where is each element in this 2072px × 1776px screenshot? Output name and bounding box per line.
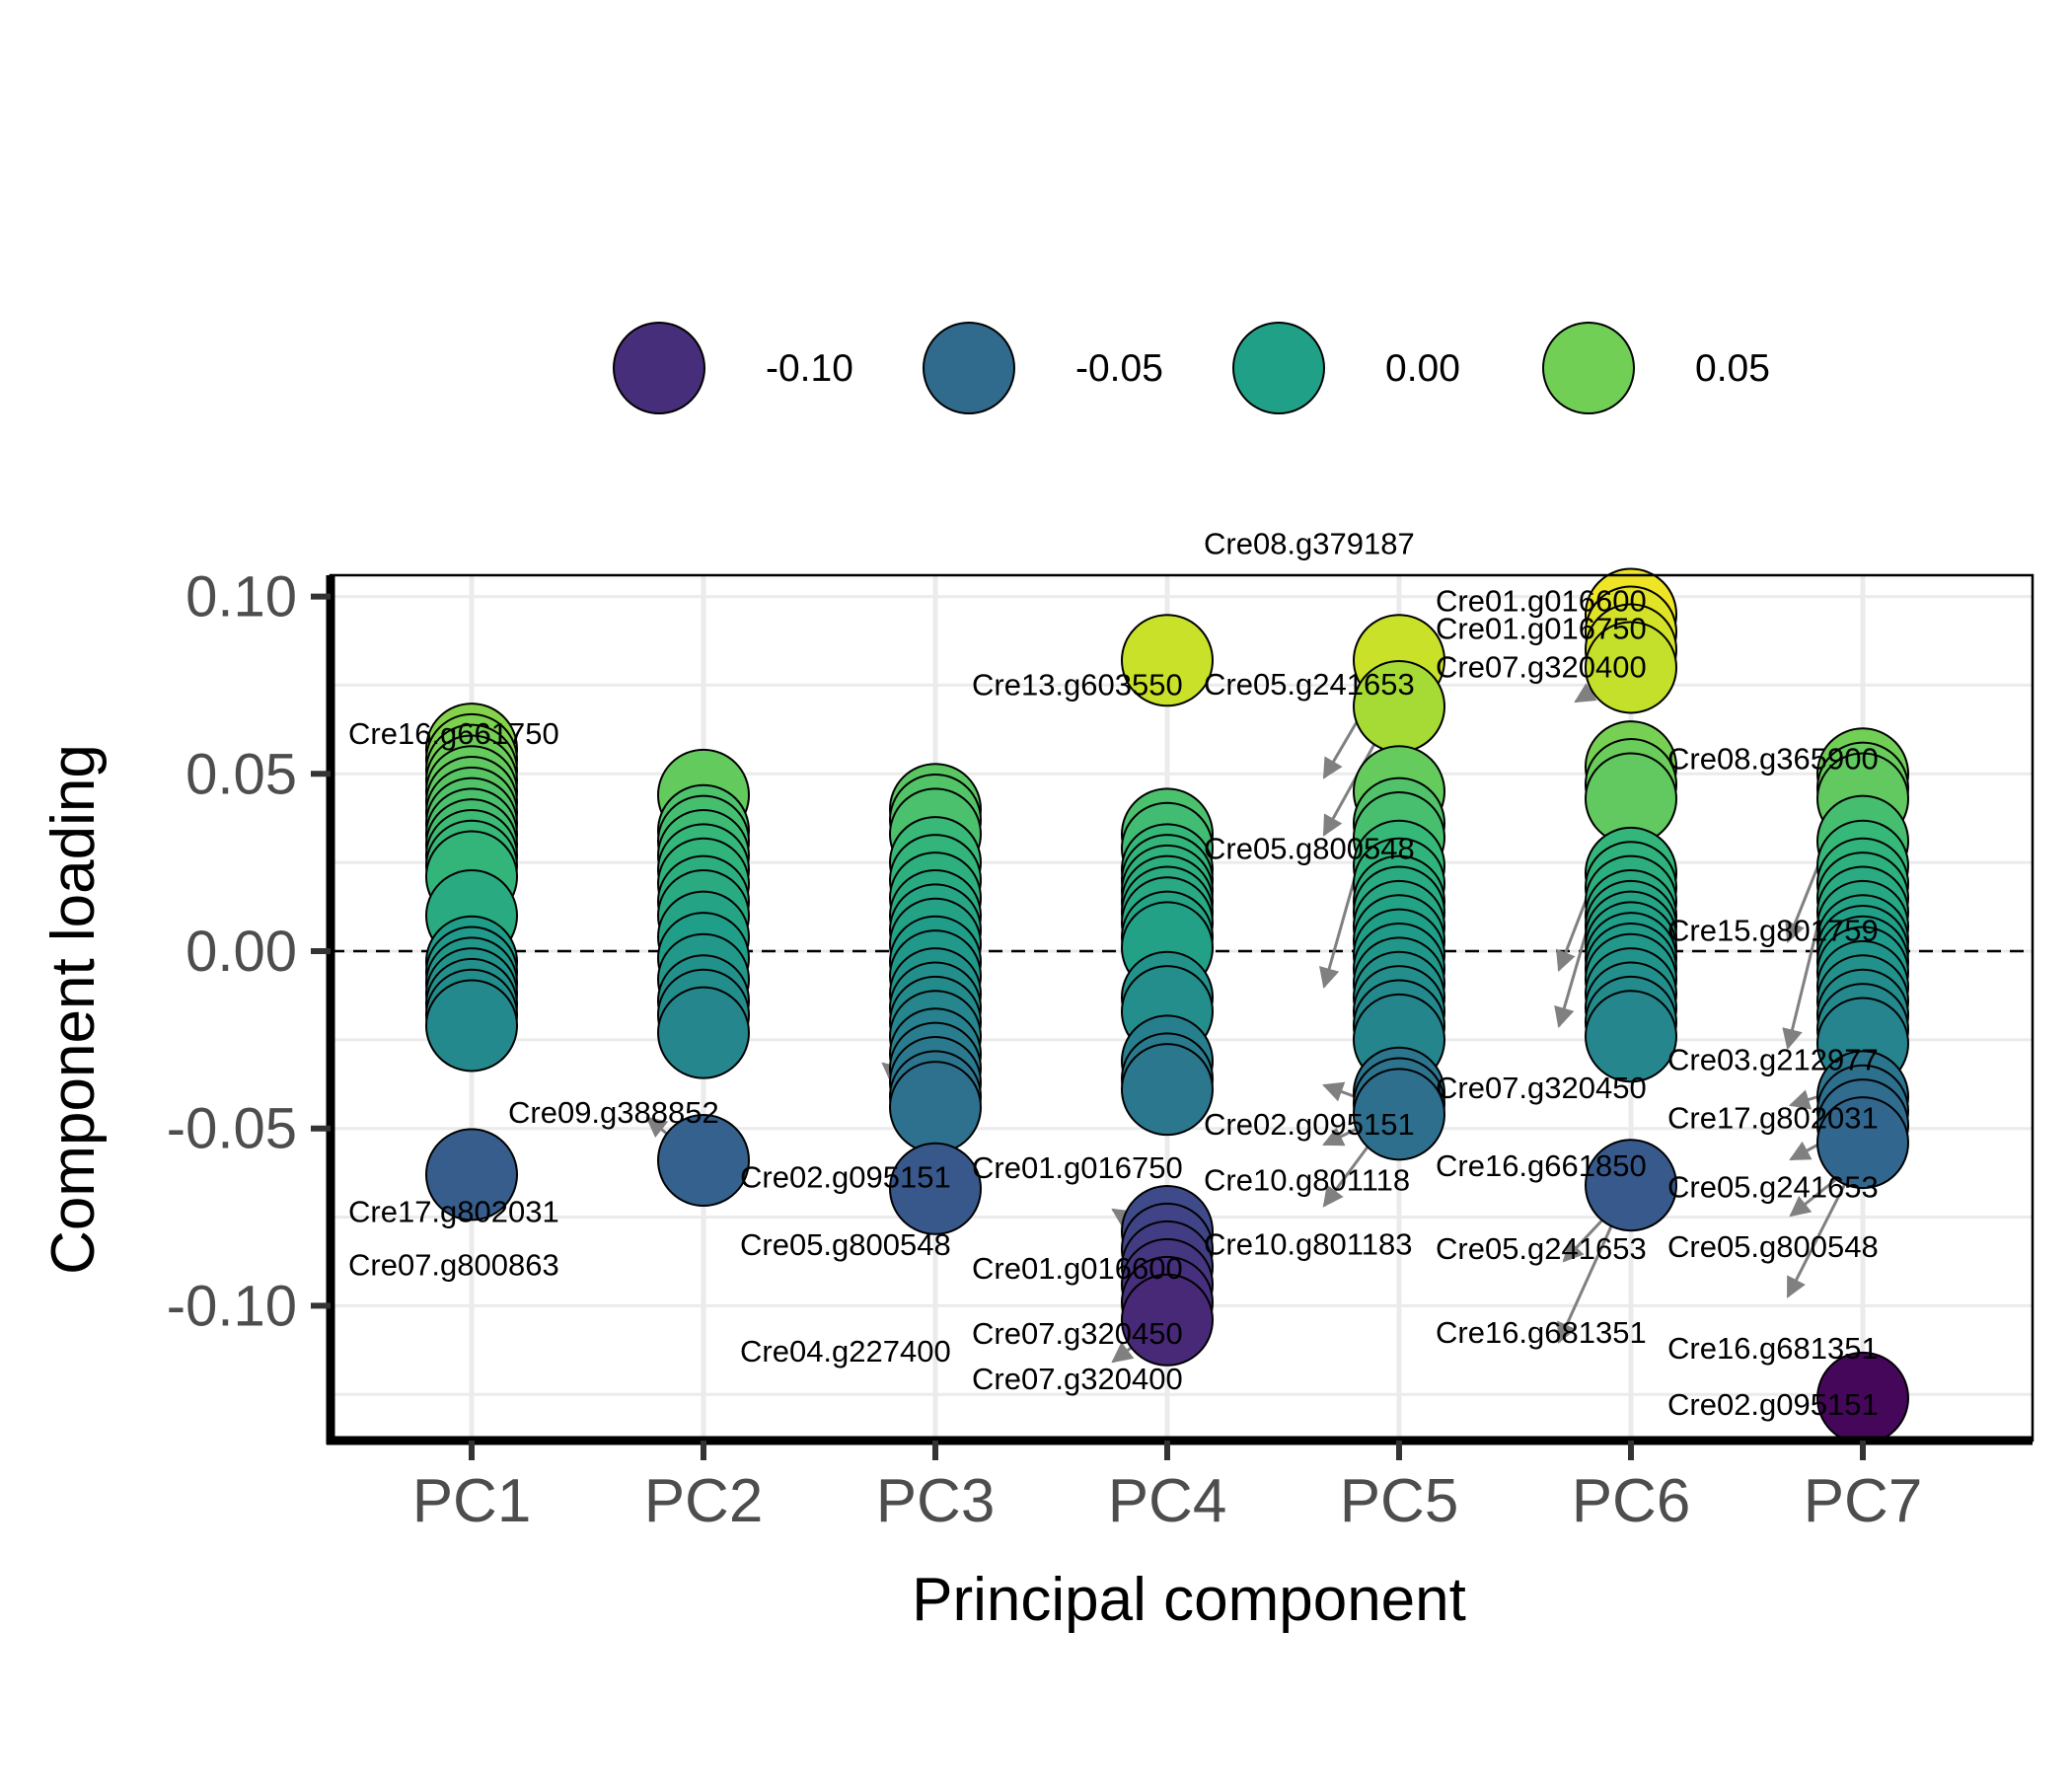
legend-label: -0.10 [766, 347, 853, 390]
legend-label: -0.05 [1075, 347, 1163, 390]
point-label: Cre03.g212977 [1667, 1042, 1879, 1076]
point-label: Cre01.g016600 [1436, 584, 1647, 619]
point-label: Cre05.g800548 [1204, 831, 1415, 865]
color-legend: -0.10 -0.05 0.00 0.05 [613, 322, 1770, 414]
point-labels: Cre16.g661750 Cre17.g802031 Cre07.g800863 C… [348, 526, 1879, 1422]
point-label: Cre05.g241653 [1204, 667, 1415, 702]
y-tick-label: 0.10 [185, 565, 297, 629]
data-point-pc3 [889, 1142, 982, 1235]
point-label: Cre01.g016750 [972, 1150, 1183, 1185]
point-label: Cre15.g801759 [1667, 914, 1879, 948]
point-label: Cre10.g801118 [1204, 1163, 1410, 1198]
point-label: Cre07.g320450 [1436, 1071, 1647, 1105]
point-label: Cre08.g365900 [1667, 741, 1879, 776]
point-label: Cre05.g800548 [740, 1227, 951, 1262]
legend-key [1232, 322, 1325, 414]
x-tick-label: PC3 [876, 1467, 996, 1535]
point-label: Cre16.g681351 [1436, 1315, 1647, 1350]
data-point-pc5 [1353, 1068, 1445, 1161]
data-point-pc4 [1121, 1273, 1214, 1367]
data-point-pc6 [1585, 621, 1677, 714]
data-points [425, 567, 1909, 1444]
point-label: Cre01.g016600 [972, 1251, 1183, 1286]
point-label: Cre01.g016750 [1436, 612, 1647, 646]
data-point-pc6 [1585, 990, 1677, 1083]
point-label: Cre08.g379187 [1204, 526, 1415, 560]
axes: -0.10 -0.05 0.00 0.05 0.10 PC1 PC2 PC3 PC4 PC5 PC6… [167, 565, 2035, 1535]
point-label: Cre07.g800863 [348, 1247, 559, 1282]
point-label: Cre05.g800548 [1667, 1229, 1879, 1264]
x-tick-label: PC1 [412, 1467, 532, 1535]
point-label: Cre07.g320400 [972, 1362, 1183, 1396]
data-point-pc6 [1585, 1139, 1677, 1232]
data-point-pc3 [889, 1061, 982, 1154]
y-tick-label: -0.10 [167, 1274, 297, 1338]
legend-label: 0.00 [1385, 347, 1460, 390]
point-label: Cre10.g801183 [1204, 1226, 1412, 1261]
x-tick-label: PC2 [644, 1467, 764, 1535]
data-point-pc2 [657, 1114, 750, 1208]
data-point-pc1 [425, 979, 518, 1073]
x-tick-label: PC7 [1804, 1467, 1923, 1535]
point-label: Cre13.g603550 [972, 667, 1183, 702]
point-label: Cre02.g095151 [1667, 1387, 1879, 1422]
x-tick-label: PC4 [1108, 1467, 1227, 1535]
data-point-pc2 [657, 986, 750, 1079]
point-label: Cre16.g661750 [348, 716, 559, 751]
point-label: Cre09.g388852 [508, 1095, 719, 1130]
legend-key [613, 322, 705, 414]
point-label: Cre05.g241653 [1436, 1231, 1647, 1266]
x-axis-title: Principal component [912, 1566, 1466, 1634]
y-tick-label: 0.05 [185, 742, 297, 806]
data-point-pc4 [1121, 1043, 1214, 1137]
point-label: Cre16.g681351 [1667, 1331, 1879, 1366]
x-tick-label: PC5 [1340, 1467, 1459, 1535]
point-label: Cre02.g095151 [740, 1159, 951, 1194]
data-point-pc4 [1121, 614, 1214, 707]
x-tick-label: PC6 [1572, 1467, 1691, 1535]
data-point-pc1 [425, 1128, 518, 1221]
point-label: Cre04.g227400 [740, 1334, 951, 1369]
point-label: Cre05.g241653 [1667, 1170, 1879, 1205]
y-tick-label: 0.00 [185, 920, 297, 984]
point-label: Cre17.g802031 [348, 1194, 559, 1228]
point-label: Cre07.g320400 [1436, 649, 1647, 684]
point-label: Cre17.g802031 [1667, 1100, 1879, 1135]
point-label: Cre16.g661850 [1436, 1148, 1647, 1183]
data-point-pc7 [1816, 1096, 1909, 1190]
legend-key [923, 322, 1015, 414]
point-label: Cre07.g320450 [972, 1316, 1183, 1351]
label-arrow [1786, 1163, 1857, 1298]
y-tick-label: -0.05 [167, 1097, 297, 1161]
legend-label: 0.05 [1695, 347, 1770, 390]
y-axis-title: Component loading [39, 744, 108, 1275]
point-label: Cre02.g095151 [1204, 1107, 1415, 1142]
legend-key [1542, 322, 1635, 414]
